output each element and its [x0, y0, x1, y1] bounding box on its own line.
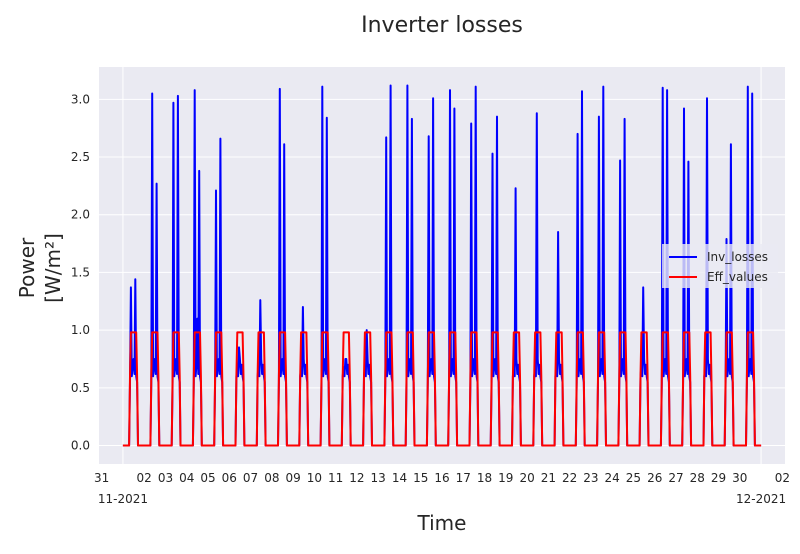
y-tick-label: 1.5 [71, 265, 90, 279]
series-layer [122, 84, 762, 447]
x-tick-label: 11 [328, 471, 343, 485]
x-tick-label: 29 [711, 471, 726, 485]
x-tick-label: 31 [94, 471, 109, 485]
legend-label-eff-values: Eff_values [707, 270, 768, 284]
x-tick-label: 03 [158, 471, 173, 485]
x-tick-label: 12 [349, 471, 364, 485]
x-tick-label: 18 [477, 471, 492, 485]
x-tick-label: 27 [668, 471, 683, 485]
legend-label-inv-losses: Inv_losses [707, 250, 768, 264]
x-tick-label: 09 [285, 471, 300, 485]
legend-box [662, 244, 778, 288]
x-tick-label: 23 [583, 471, 598, 485]
y-tick-label: 3.0 [71, 92, 90, 106]
x-tick-label: 06 [222, 471, 237, 485]
x-tick-label: 10 [307, 471, 322, 485]
x-tick-label: 22 [562, 471, 577, 485]
x-tick-label: 14 [392, 471, 407, 485]
x-month-label: 11-2021 [98, 492, 148, 506]
x-tick-label: 30 [732, 471, 747, 485]
x-axis-ticks: 11-2021 12-2021 31 02 03 04 05 06 07 08 09 10 11 12 13… [94, 471, 790, 506]
x-tick-label: 21 [541, 471, 556, 485]
y-tick-label: 2.5 [71, 150, 90, 164]
y-tick-label: 0.0 [71, 439, 90, 453]
x-tick-label: 17 [456, 471, 471, 485]
y-tick-label: 2.0 [71, 208, 90, 222]
x-tick-label: 02 [137, 471, 152, 485]
x-tick-label: 07 [243, 471, 258, 485]
x-tick-label: 02 [775, 471, 790, 485]
series-line-eff-values [122, 331, 762, 447]
y-tick-label: 0.5 [71, 381, 90, 395]
y-tick-label: 1.0 [71, 323, 90, 337]
x-tick-label: 08 [264, 471, 279, 485]
y-axis-label-line1: Power [15, 237, 39, 298]
x-tick-label: 26 [647, 471, 662, 485]
x-tick-label: 04 [179, 471, 194, 485]
x-month-label: 12-2021 [736, 492, 786, 506]
x-tick-label: 25 [626, 471, 641, 485]
x-axis-label: Time [417, 511, 467, 535]
x-tick-label: 28 [690, 471, 705, 485]
y-axis-label: Power [W/m²] [15, 233, 65, 303]
x-tick-label: 16 [434, 471, 449, 485]
legend: Inv_losses Eff_values [662, 244, 778, 288]
y-axis-ticks: 0.0 0.5 1.0 1.5 2.0 2.5 3.0 [71, 92, 90, 452]
x-tick-label: 05 [200, 471, 215, 485]
chart-title: Inverter losses [361, 13, 523, 38]
x-tick-label: 19 [498, 471, 513, 485]
x-tick-label: 24 [605, 471, 620, 485]
x-tick-label: 15 [413, 471, 428, 485]
y-axis-label-line2: [W/m²] [41, 233, 65, 303]
x-tick-label: 20 [519, 471, 534, 485]
x-tick-label: 13 [371, 471, 386, 485]
